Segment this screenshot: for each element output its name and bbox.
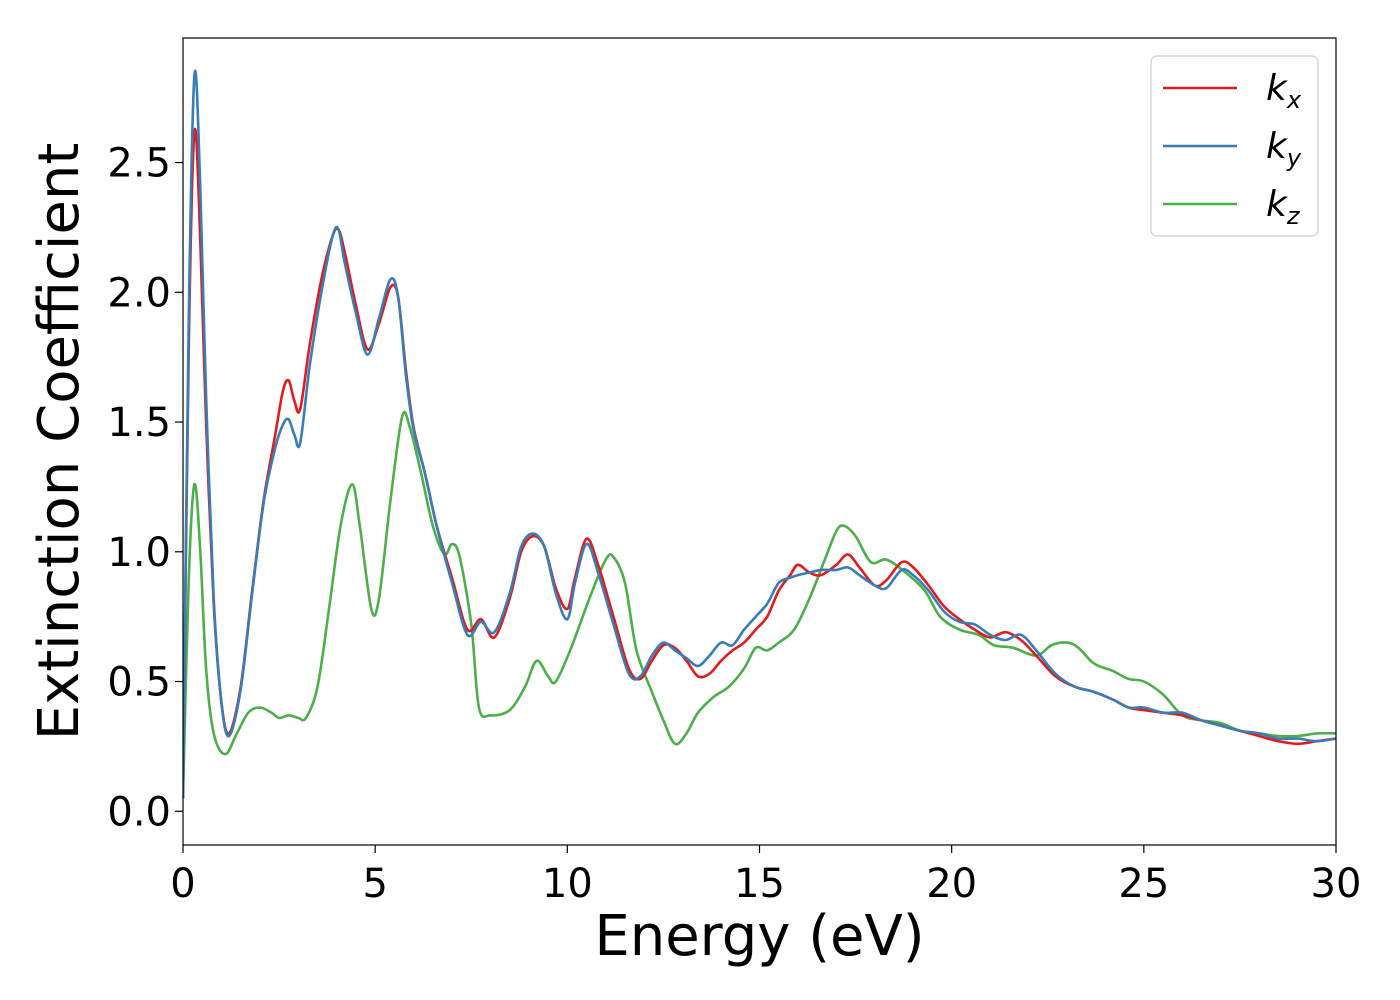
x-tick-label: 30 — [1311, 861, 1362, 907]
legend-label-k-z: kz — [1266, 184, 1301, 230]
legend-label-k-y: ky — [1266, 126, 1302, 172]
y-axis-ticks: 0.0 0.5 1.0 1.5 2.0 2.5 — [107, 141, 183, 835]
x-tick-label: 5 — [362, 861, 387, 907]
x-tick-label: 15 — [734, 861, 785, 907]
x-tick-label: 0 — [170, 861, 195, 907]
y-tick-label: 0.5 — [107, 660, 171, 706]
y-axis-title: Extinction Coefficient — [27, 143, 92, 741]
series-line-k-z — [183, 410, 1336, 799]
x-tick-label: 25 — [1118, 861, 1169, 907]
series-line-k-y — [183, 69, 1336, 799]
y-tick-label: 1.5 — [107, 400, 171, 446]
x-tick-label: 20 — [926, 861, 977, 907]
y-tick-label: 1.0 — [107, 530, 171, 576]
y-tick-label: 2.0 — [107, 270, 171, 316]
y-tick-label: 0.0 — [107, 789, 171, 835]
series-layer — [183, 69, 1336, 799]
y-tick-label: 2.5 — [107, 141, 171, 187]
legend-label-k-x: kx — [1266, 68, 1302, 114]
legend: kx ky kz — [1150, 55, 1319, 237]
x-tick-label: 10 — [542, 861, 593, 907]
x-axis-title: Energy (eV) — [594, 904, 924, 969]
x-axis-ticks: 0 5 10 15 20 25 30 — [170, 845, 1361, 907]
series-line-k-x — [183, 127, 1336, 799]
